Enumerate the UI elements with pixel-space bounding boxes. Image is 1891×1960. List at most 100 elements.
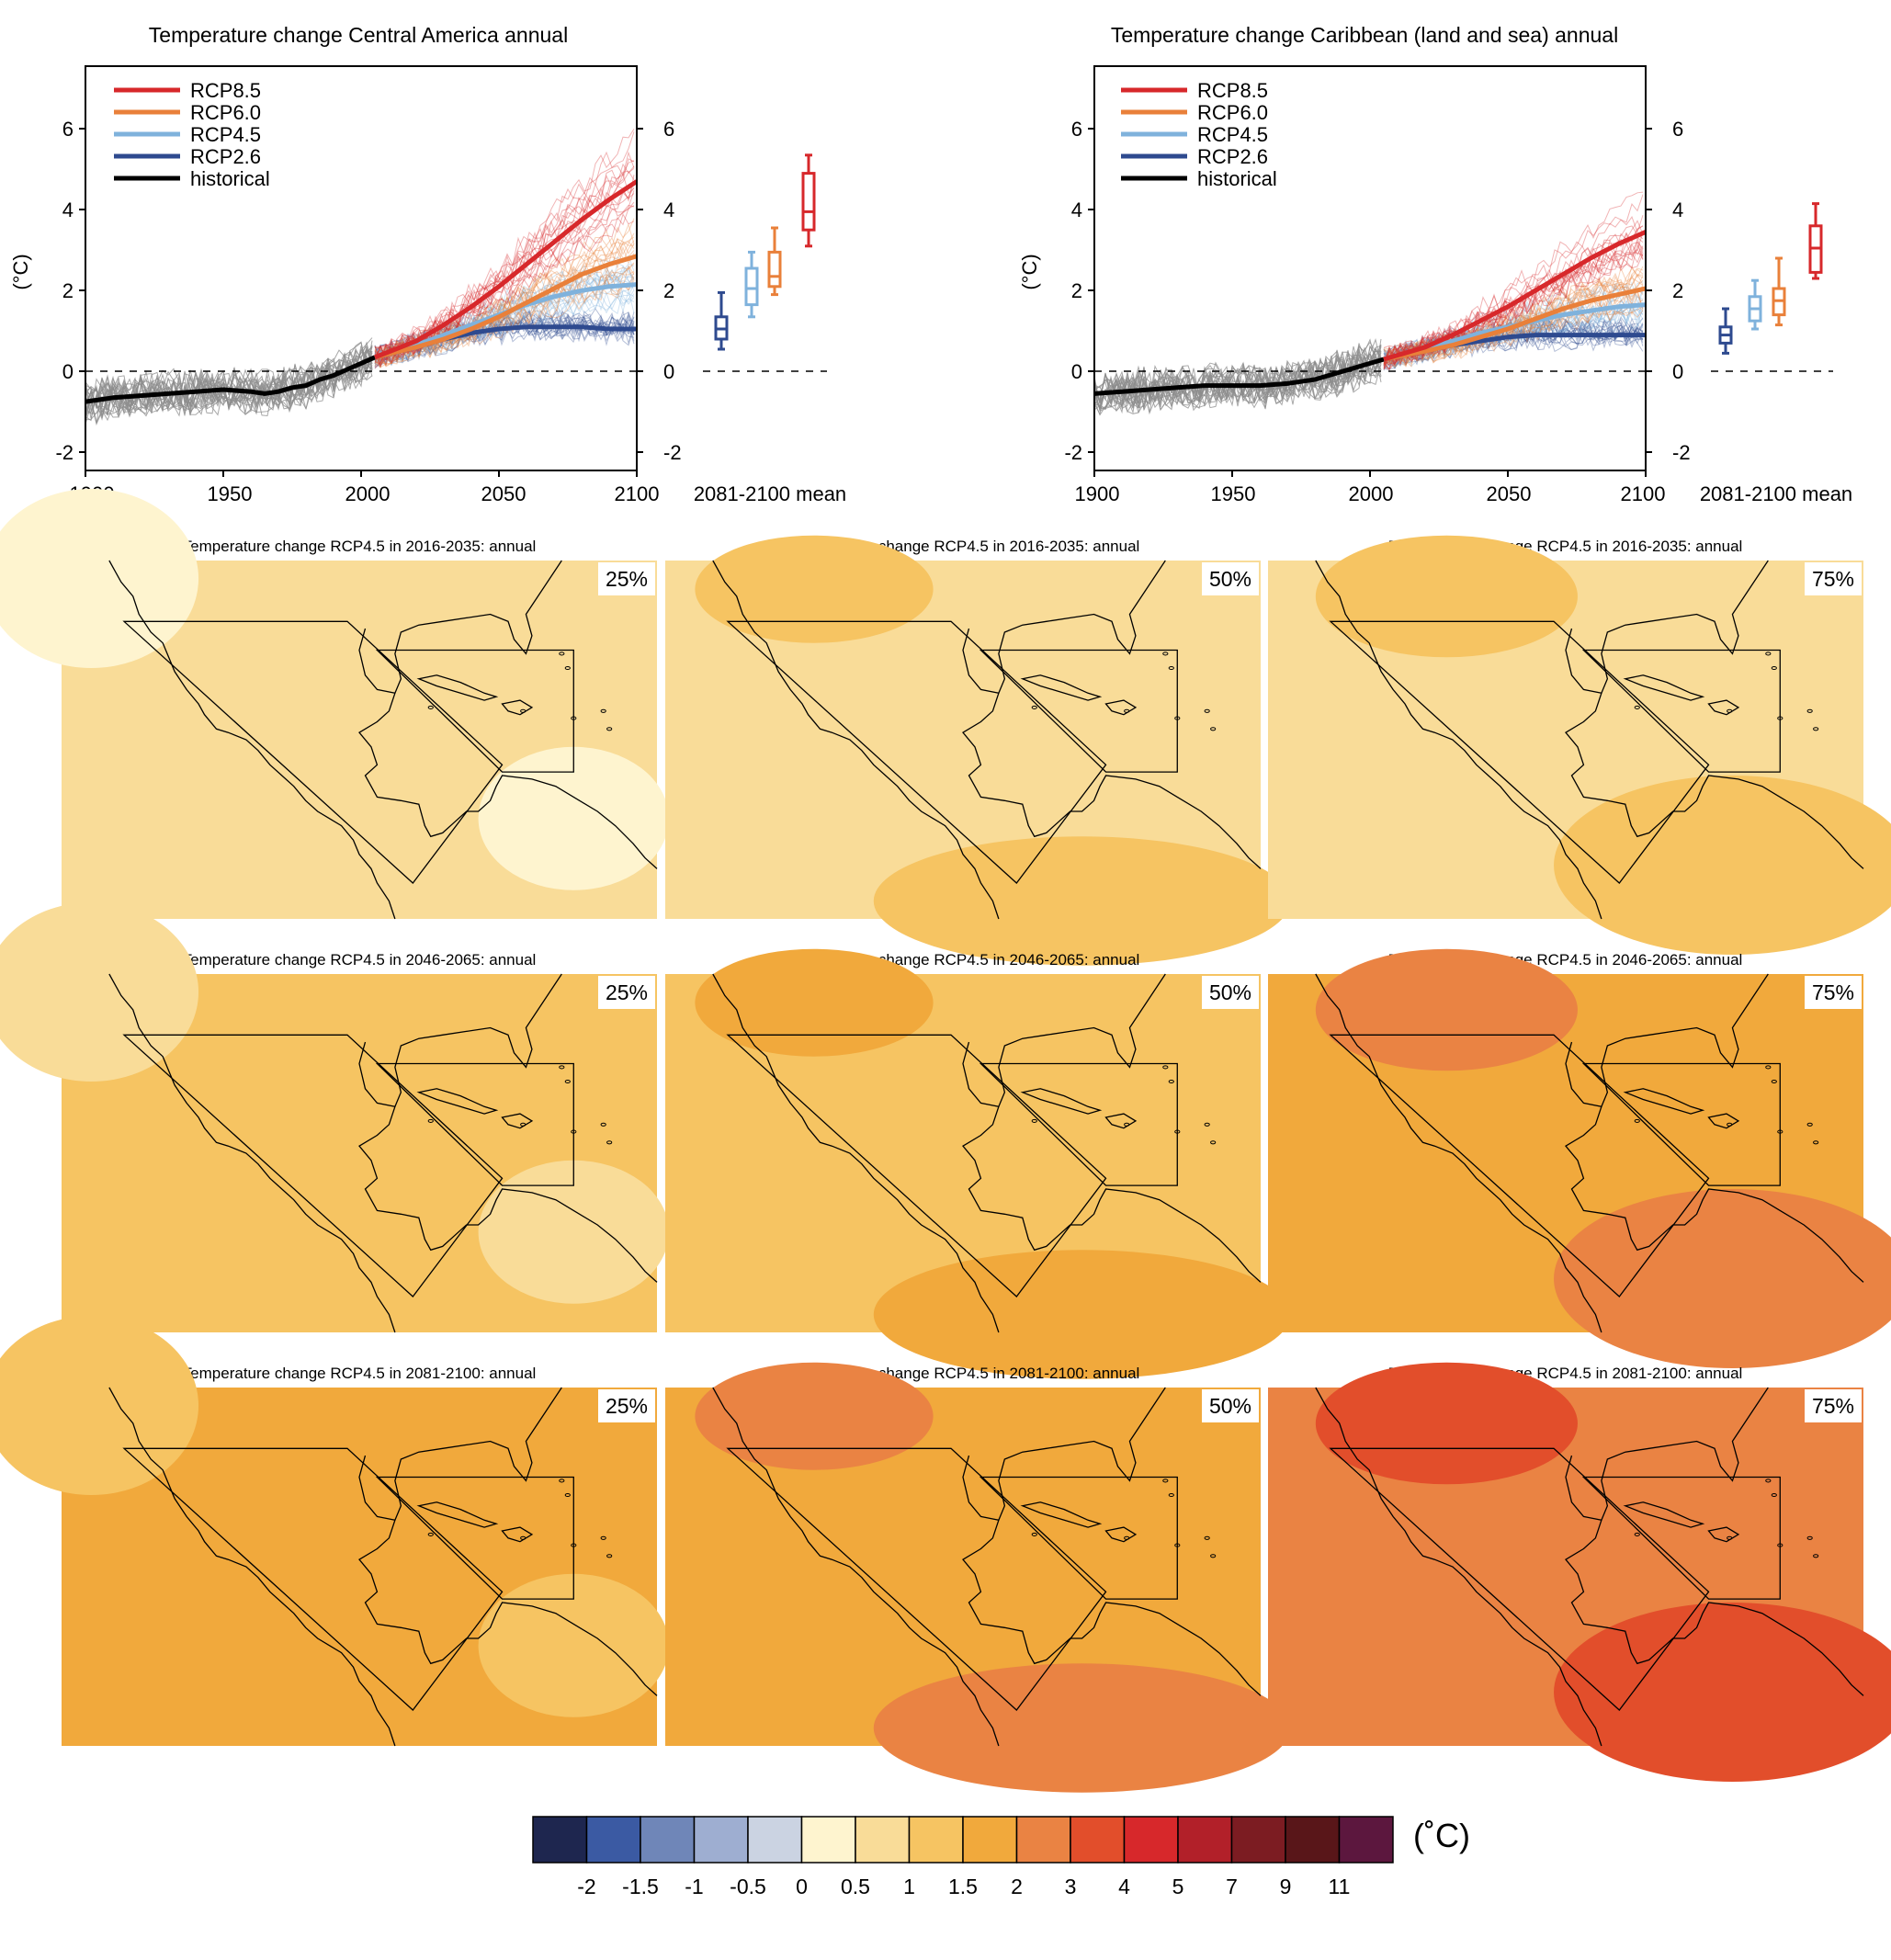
series-lines bbox=[1094, 230, 1646, 396]
scenario-member-line bbox=[374, 204, 635, 360]
colorbar-cell bbox=[962, 1816, 1018, 1864]
scenario-member-line bbox=[374, 238, 635, 360]
percentile-box bbox=[598, 562, 655, 595]
percentile-label: 75% bbox=[1812, 980, 1854, 1004]
legend-label: RCP4.5 bbox=[1197, 123, 1268, 146]
colorbar-cell bbox=[1070, 1816, 1126, 1864]
y-tick-label: -2 bbox=[1064, 441, 1082, 464]
region-outlines bbox=[728, 1448, 1177, 1710]
scenario-member-line bbox=[1383, 318, 1644, 368]
y-tick-label: 2 bbox=[663, 279, 674, 302]
region-outlines bbox=[124, 1035, 573, 1297]
map-title: Temperature change RCP4.5 in 2046-2065: … bbox=[183, 951, 537, 969]
series-line-historical bbox=[1094, 357, 1385, 396]
colorbar-cell bbox=[1123, 1816, 1179, 1864]
boxplot-label: 2081-2100 mean bbox=[1700, 482, 1852, 505]
map-panel: Temperature change RCP4.5 in 2081-2100: … bbox=[665, 1363, 1290, 1793]
scenario-member-line bbox=[1383, 277, 1644, 366]
colorbar-cell bbox=[908, 1816, 964, 1864]
colorbar-cell bbox=[800, 1816, 856, 1864]
historical-member-line bbox=[85, 348, 373, 422]
series-line-rcp60 bbox=[374, 254, 637, 360]
y-tick-label: 0 bbox=[62, 360, 74, 383]
percentile-box bbox=[1805, 1389, 1862, 1422]
ensemble-members bbox=[1094, 191, 1644, 416]
y-tick-label: 0 bbox=[1071, 360, 1082, 383]
region-outlines bbox=[124, 1448, 573, 1710]
colorbar-cell bbox=[855, 1816, 911, 1864]
x-ticks: 1900 1950 2000 2050 2100 bbox=[70, 470, 659, 505]
percentile-label: 25% bbox=[606, 1394, 648, 1418]
percentile-box bbox=[1202, 562, 1259, 595]
coastlines bbox=[713, 561, 1261, 919]
percentile-label: 50% bbox=[1209, 980, 1251, 1004]
y-ticks-left: 6 4 2 0 -2 bbox=[55, 118, 85, 464]
colorbar-tick-label: 1.5 bbox=[948, 1875, 978, 1898]
legend-label: RCP8.5 bbox=[1197, 79, 1268, 102]
percentile-box bbox=[1805, 562, 1862, 595]
map-anomaly-region bbox=[695, 535, 934, 643]
map-anomaly-region bbox=[478, 746, 669, 890]
map-panel: Temperature change RCP4.5 in 2016-2035: … bbox=[665, 536, 1290, 966]
legend-label: RCP6.0 bbox=[1197, 101, 1268, 124]
scenario-member-line bbox=[1383, 293, 1644, 368]
series-line-rcp85 bbox=[1383, 230, 1646, 362]
central-america-region bbox=[124, 1035, 502, 1297]
scenario-member-line bbox=[374, 213, 635, 359]
colorbar-tick-label: -1 bbox=[685, 1875, 703, 1898]
y-tick-label: -2 bbox=[663, 441, 682, 464]
scenario-member-line bbox=[374, 241, 635, 367]
boxplot-rcp60 bbox=[1772, 256, 1786, 327]
coastlines bbox=[1316, 561, 1863, 919]
percentile-box bbox=[1202, 1389, 1259, 1422]
y-tick-label: 2 bbox=[1672, 279, 1683, 302]
scenario-member-line bbox=[374, 319, 635, 366]
scenario-member-line bbox=[374, 319, 635, 363]
colorbar-cell bbox=[1015, 1816, 1071, 1864]
series-line-rcp60 bbox=[1383, 286, 1646, 362]
coastlines bbox=[109, 1388, 657, 1746]
boxplot-rcp85 bbox=[1808, 202, 1823, 280]
y-tick-label: 4 bbox=[663, 198, 674, 221]
boxplot-rcp26 bbox=[714, 290, 729, 351]
y-tick-label: 6 bbox=[1672, 118, 1683, 141]
scenario-member-line bbox=[374, 270, 635, 368]
percentile-box bbox=[598, 1389, 655, 1422]
map-panel: Temperature change RCP4.5 in 2046-2065: … bbox=[665, 949, 1290, 1379]
map-anomaly-region bbox=[0, 902, 199, 1082]
historical-member-line bbox=[85, 354, 373, 408]
x-tick-label: 2000 bbox=[1349, 482, 1394, 505]
scenario-member-line bbox=[374, 312, 635, 368]
legend-label: RCP6.0 bbox=[190, 101, 261, 124]
scenario-member-line bbox=[1383, 321, 1644, 365]
scenario-member-line bbox=[374, 268, 635, 365]
coastlines bbox=[713, 1388, 1261, 1746]
historical-member-line bbox=[85, 359, 373, 418]
boxplot-rcp85 bbox=[801, 153, 816, 248]
boxplot-label: 2081-2100 mean bbox=[694, 482, 846, 505]
y-tick-label: 6 bbox=[62, 118, 74, 141]
colorbar: -2 -1.5 -1 -0.5 0 0.5 1 1.5 2 3 4 5 7 9 11 (˚C) bbox=[532, 1816, 1470, 1898]
y-tick-label: 0 bbox=[1672, 360, 1683, 383]
colorbar-labels: -2 -1.5 -1 -0.5 0 0.5 1 1.5 2 3 4 5 7 9 11 bbox=[577, 1875, 1350, 1898]
y-ticks-right: 6 4 2 0 -2 bbox=[1646, 118, 1691, 464]
colorbar-unit: (˚C) bbox=[1413, 1817, 1470, 1854]
map-title: Temperature change RCP4.5 in 2081-2100: … bbox=[183, 1365, 537, 1382]
scenario-member-line bbox=[374, 312, 635, 364]
colorbar-tick-label: 4 bbox=[1118, 1875, 1130, 1898]
x-tick-label: 1950 bbox=[208, 482, 253, 505]
y-tick-label: 4 bbox=[1672, 198, 1683, 221]
colorbar-cell bbox=[693, 1816, 749, 1864]
coastlines bbox=[713, 974, 1261, 1332]
colorbar-tick-label: 2 bbox=[1011, 1875, 1023, 1898]
central-america-region bbox=[1330, 1448, 1708, 1710]
colorbar-cell bbox=[532, 1816, 588, 1864]
central-america-region bbox=[728, 1035, 1105, 1297]
map-anomaly-region bbox=[0, 489, 199, 668]
colorbar-tick-label: -0.5 bbox=[730, 1875, 766, 1898]
boxplot-rcp45 bbox=[1748, 278, 1762, 331]
legend-label: RCP2.6 bbox=[190, 145, 261, 168]
map-panel: Temperature change RCP4.5 in 2016-2035: … bbox=[0, 489, 669, 919]
series-line-historical bbox=[85, 355, 377, 404]
colorbar-cell bbox=[747, 1816, 803, 1864]
